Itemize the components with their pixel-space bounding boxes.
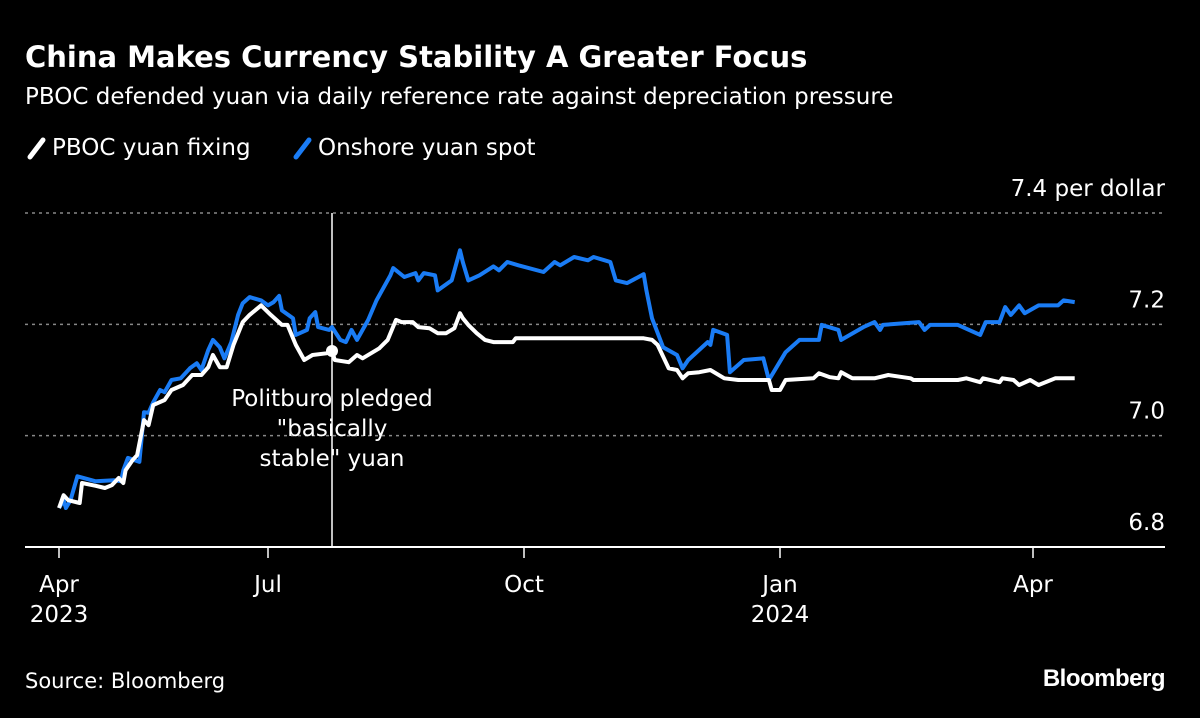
- y-tick-label: 7.2: [1128, 287, 1165, 313]
- x-tick-label: Apr: [39, 572, 79, 598]
- x-tick-year: 2023: [30, 602, 89, 628]
- y-tick-label: 7.0: [1128, 399, 1165, 425]
- annotation-marker: [326, 345, 338, 358]
- gridlines: [25, 212, 1165, 558]
- legend-label-spot: Onshore yuan spot: [318, 135, 536, 161]
- chart-title: China Makes Currency Stability A Greater…: [25, 40, 807, 74]
- annotation-text: "basically: [277, 416, 388, 442]
- legend: PBOC yuan fixing Onshore yuan spot: [27, 135, 536, 161]
- legend-swatch-spot: [293, 137, 312, 160]
- chart-subtitle: PBOC defended yuan via daily reference r…: [25, 84, 893, 110]
- x-tick-label: Apr: [1013, 572, 1053, 598]
- series-lines: [57, 248, 1076, 510]
- annotation: Politburo pledged "basically stable" yua…: [231, 213, 433, 547]
- x-tick-label: Jul: [252, 572, 282, 598]
- x-tick-year: 2024: [751, 602, 810, 628]
- series-line-spot: [57, 248, 1076, 510]
- legend-label-fixing: PBOC yuan fixing: [52, 135, 251, 161]
- annotation-text: stable" yuan: [260, 446, 405, 472]
- series-line-fixing: [57, 303, 1075, 509]
- y-axis: 7.4 per dollar 7.2 7.0 6.8: [1011, 176, 1166, 536]
- x-tick-label: Oct: [504, 572, 544, 598]
- annotation-text: Politburo pledged: [231, 386, 433, 412]
- bloomberg-logo: Bloomberg: [1043, 665, 1165, 692]
- x-tick-label: Jan: [760, 572, 797, 598]
- y-tick-label: 6.8: [1128, 510, 1165, 536]
- x-axis: Apr Jul Oct Jan Apr 2023 2024: [30, 572, 1054, 628]
- legend-swatch-fixing: [27, 137, 46, 160]
- source-note: Source: Bloomberg: [25, 669, 225, 693]
- y-tick-label: 7.4 per dollar: [1011, 176, 1166, 202]
